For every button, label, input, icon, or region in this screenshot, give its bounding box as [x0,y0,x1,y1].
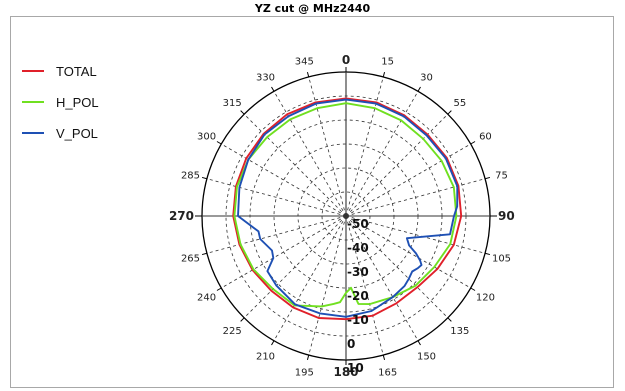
series-line-total [232,97,463,321]
radial-tick-label: 0 [347,337,355,351]
grid-spoke [345,215,486,254]
angle-tick-label: 225 [223,326,242,337]
angle-tick-label: 315 [223,98,242,109]
grid-spoke [206,178,347,217]
grid-spoke [243,113,347,217]
legend-item-v-pol: V_POL [22,122,99,144]
outer-tick [216,287,222,291]
grid-spoke [345,215,384,356]
grid-spoke [345,113,449,217]
radial-tick-label: -30 [347,265,369,279]
legend-swatch-h-pol [22,101,44,103]
angle-tick-label: 0 [342,53,350,67]
outer-tick [470,287,476,291]
angle-tick-label: 90 [498,209,515,223]
chart-title: YZ cut @ MHz2440 [254,2,371,15]
outer-tick [240,110,245,115]
angle-tick-label: 195 [295,368,314,379]
label-layer: 0 15 30 55 60 75 90 105 120 135 150 165 180 195 210 225… [169,53,515,379]
grid-spoke [345,215,449,319]
grid-spoke [345,143,471,217]
angle-tick-label: 150 [417,351,436,362]
outer-tick [417,340,421,346]
outer-tick [271,86,275,92]
grid-spoke [273,215,347,341]
radial-tick-label: 10 [347,361,364,375]
polar-grid [195,67,497,365]
outer-tick [382,354,386,361]
angle-tick-label: 55 [453,98,466,109]
grid-spoke [273,91,347,217]
outer-tick [484,252,491,256]
angle-tick-label: 180 [333,365,358,379]
angle-tick-label: 330 [256,73,275,84]
outer-tick [470,141,476,145]
grid-spoke [221,143,347,217]
legend-item-h-pol: H_POL [22,91,99,113]
grid-spoke [345,215,419,341]
angle-tick-label: 15 [381,56,394,67]
outer-tick [240,317,245,322]
legend-swatch-total [22,70,44,72]
outer-tick [447,110,452,115]
angle-tick-label: 75 [495,170,508,181]
outer-tick [216,141,222,145]
radial-tick-label: -20 [347,289,369,303]
grid-spoke [206,215,347,254]
series-line-h-pol [233,102,458,308]
radial-tick-label: -50 [347,217,369,231]
legend-label-total: TOTAL [56,63,97,79]
outer-tick [417,86,421,92]
chart-frame [10,16,614,388]
outer-tick [201,176,208,180]
angle-tick-label: 265 [181,254,200,265]
grid-spoke [345,76,384,217]
outer-tick [484,176,491,180]
legend-item-total: TOTAL [22,60,99,82]
grid-spoke [308,215,347,356]
angle-tick-label: 30 [420,73,433,84]
outer-tick [271,340,275,346]
angle-tick-label: 240 [197,293,216,304]
angle-tick-label: 135 [450,326,469,337]
series-layer [232,97,463,321]
grid-spoke [243,215,347,319]
angle-tick-label: 105 [492,254,511,265]
angle-tick-label: 165 [378,368,397,379]
grid-spoke [345,178,486,217]
outer-tick [306,71,310,78]
legend-label-v-pol: V_POL [56,125,98,141]
angle-tick-label: 60 [479,132,492,143]
outer-tick [447,317,452,322]
legend-swatch-v-pol [22,132,44,134]
radial-tick-label: -10 [347,313,369,327]
angle-tick-label: 210 [256,351,275,362]
angle-tick-label: 120 [476,293,495,304]
grid-spoke [221,215,347,289]
grid-spoke [345,215,471,289]
outer-tick [201,252,208,256]
legend-label-h-pol: H_POL [56,94,99,110]
angle-tick-label: 285 [181,170,200,181]
angle-tick-label: 300 [197,132,216,143]
legend: TOTAL H_POL V_POL [22,60,99,153]
radial-tick-label: -40 [347,241,369,255]
series-line-v-pol [237,98,459,318]
grid-spoke [345,91,419,217]
outer-tick [306,354,310,361]
angle-tick-label: 345 [295,56,314,67]
angle-tick-label: 270 [169,209,194,223]
outer-tick [382,71,386,78]
grid-spoke [308,76,347,217]
